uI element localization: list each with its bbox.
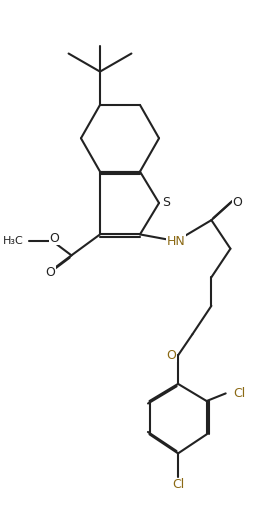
Text: H₃C: H₃C (3, 236, 24, 246)
Text: Cl: Cl (172, 478, 184, 491)
Text: Cl: Cl (233, 387, 245, 400)
Text: HN: HN (167, 235, 185, 248)
Text: O: O (232, 196, 242, 209)
Text: O: O (46, 266, 55, 279)
Text: O: O (49, 232, 59, 245)
Text: O: O (166, 349, 176, 362)
Text: S: S (162, 196, 170, 209)
